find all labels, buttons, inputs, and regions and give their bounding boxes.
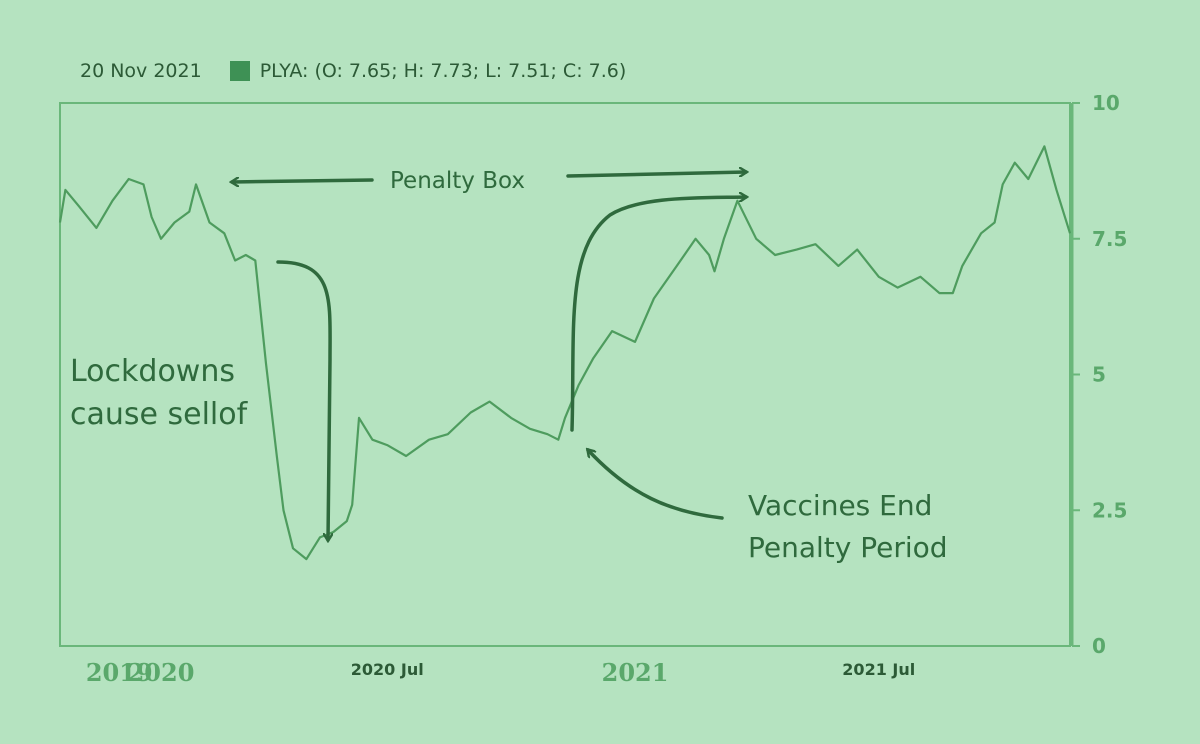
legend-swatch [229,61,250,81]
y-tick-label: 0 [1092,634,1106,658]
x-tick-label: 2020 [128,658,195,687]
legend-ohlc: PLYA: (O: 7.65; H: 7.73; L: 7.51; C: 7.6… [259,60,627,82]
lockdowns-label-line1: Lockdowns [70,354,235,389]
recovery-arrow [570,197,746,432]
plot-area-frame [59,102,1071,647]
annotations [232,172,746,540]
chart-legend: 20 Nov 2021 PLYA: (O: 7.65; H: 7.73; L: … [80,60,626,82]
y-tick-label: 10 [1092,91,1120,115]
vaccines-label-line1: Vaccines End [748,489,932,522]
y-tick-label: 7.5 [1092,227,1127,251]
x-tick-label: 2020 Jul [351,660,424,679]
lockdowns-label-line2: cause sellof [70,397,249,432]
x-tick-label: 2021 Jul [842,660,915,679]
penalty-box-right-arrow [566,172,746,178]
series-layer [58,145,1072,561]
vaccines-label-line2: Penalty Period [748,531,948,564]
y-tick-label: 5 [1092,363,1106,387]
penalty-box-left-arrow [232,180,374,182]
y-tick-label: 2.5 [1092,498,1127,522]
x-tick-label: 2021 [602,658,669,687]
y-axis-ticks: 0 2.5 5 7.5 10 [1072,91,1127,658]
penalty-box-label: Penalty Box [390,168,525,194]
price-series-line [58,145,1072,561]
vaccines-arrow [588,450,724,520]
x-tick-label: 2019 [86,658,153,687]
lockdown-arrow [276,260,330,540]
legend-date: 20 Nov 2021 [80,60,202,82]
